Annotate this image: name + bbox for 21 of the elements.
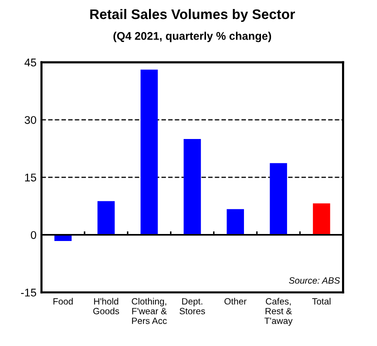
x-tick-label: Dept. Stores: [180, 298, 205, 314]
x-tick-label: Food: [53, 298, 73, 305]
bar: [270, 163, 288, 235]
x-tick-label: Clothing, F'wear & Pers Acc: [132, 298, 167, 324]
y-tick-label: 45: [24, 58, 36, 66]
x-tick-label: Total: [312, 298, 330, 305]
x-tick-label: Other: [224, 298, 246, 305]
bar: [226, 209, 244, 235]
x-tick-label: Cafes, Rest & T'away: [264, 298, 293, 326]
annotation: Source: ABS: [288, 277, 340, 284]
chart-subtitle: (Q4 2021, quarterly % change): [113, 32, 272, 42]
y-tick-label: -15: [21, 288, 36, 297]
bar: [312, 203, 330, 235]
bar: [140, 70, 158, 235]
y-tick-label: 0: [30, 231, 36, 239]
bar: [97, 201, 115, 235]
y-tick-label: 15: [25, 174, 36, 182]
bar: [184, 138, 201, 235]
chart-title: Retail Sales Volumes by Sector: [90, 8, 295, 22]
y-tick-label: 30: [24, 116, 36, 124]
x-tick-label: H'hold Goods: [93, 298, 120, 314]
